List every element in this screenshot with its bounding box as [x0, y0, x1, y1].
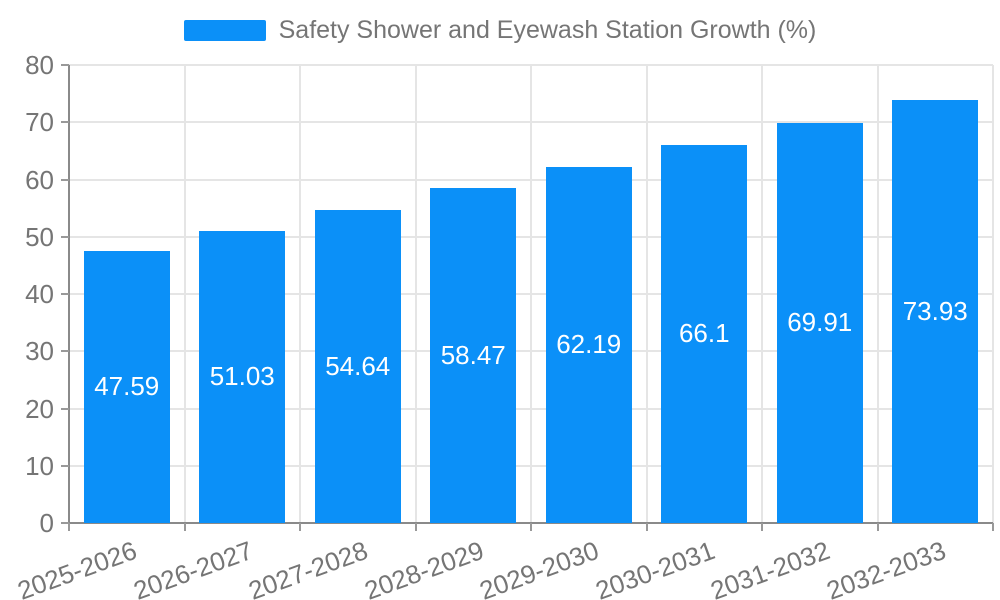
v-gridline — [530, 65, 532, 523]
bar-value-label: 58.47 — [440, 340, 506, 371]
v-gridline — [299, 65, 301, 523]
y-axis-tick — [61, 350, 69, 353]
y-axis-tick — [61, 464, 69, 467]
x-axis-label: 2026-2027 — [129, 535, 257, 600]
bar-value-label: 66.1 — [678, 318, 730, 349]
y-axis-line — [68, 65, 70, 531]
y-axis-label: 70 — [25, 107, 54, 138]
y-axis-tick — [61, 293, 69, 295]
x-axis-tick — [414, 523, 417, 531]
x-axis-tick — [645, 523, 648, 531]
legend-swatch — [183, 19, 266, 41]
bar[interactable]: 66.1 — [661, 144, 748, 523]
bar-value-label: 62.19 — [556, 329, 622, 360]
x-axis-label: 2028-2029 — [360, 535, 488, 600]
y-axis-label: 60 — [25, 164, 54, 195]
bar[interactable]: 73.93 — [892, 99, 979, 523]
v-gridline — [645, 65, 648, 523]
y-axis-label: 0 — [39, 508, 54, 538]
bar[interactable]: 69.91 — [776, 122, 863, 523]
x-axis-tick — [183, 523, 186, 531]
x-axis-label: 2025-2026 — [13, 535, 142, 600]
x-axis-label: 2032-2033 — [822, 535, 950, 600]
legend[interactable]: Safety Shower and Eyewash Station Growth… — [0, 15, 1000, 45]
x-axis-tick — [761, 523, 763, 531]
x-axis-tick — [876, 523, 879, 531]
y-axis-tick — [61, 121, 69, 124]
x-axis-label: 2030-2031 — [591, 535, 719, 600]
y-axis-label: 20 — [25, 393, 54, 424]
v-gridline — [992, 65, 994, 523]
legend-label: Safety Shower and Eyewash Station Growth… — [278, 15, 817, 44]
y-axis-label: 30 — [25, 336, 54, 367]
y-axis-label: 80 — [25, 50, 54, 80]
y-axis-label: 10 — [25, 450, 54, 481]
x-axis-tick — [992, 523, 994, 531]
bar-value-label: 69.91 — [787, 307, 853, 338]
y-axis-tick — [61, 64, 69, 66]
bar[interactable]: 47.59 — [83, 250, 170, 523]
x-axis-tick — [68, 523, 70, 531]
y-axis-tick — [61, 407, 69, 410]
y-axis-tick — [61, 178, 69, 181]
y-axis-label: 40 — [25, 279, 54, 309]
v-gridline — [876, 65, 879, 523]
x-axis-tick — [530, 523, 532, 531]
bar-value-label: 54.64 — [325, 351, 391, 382]
bar[interactable]: 51.03 — [199, 230, 286, 523]
y-axis-tick — [61, 522, 69, 524]
x-axis-label: 2029-2030 — [475, 535, 604, 600]
y-axis-label: 50 — [25, 221, 54, 252]
v-gridline — [183, 65, 186, 523]
bar-value-label: 73.93 — [902, 295, 968, 326]
bar[interactable]: 54.64 — [314, 210, 401, 523]
bar[interactable]: 58.47 — [430, 188, 517, 523]
x-axis-line — [61, 522, 993, 524]
x-axis-label: 2031-2032 — [706, 535, 835, 600]
x-axis-label: 2027-2028 — [244, 535, 373, 600]
y-axis-tick — [61, 235, 69, 238]
x-axis-tick — [299, 523, 301, 531]
bar-value-label: 51.03 — [209, 361, 275, 392]
bar[interactable]: 62.19 — [545, 166, 632, 523]
bar-value-label: 47.59 — [94, 371, 160, 402]
v-gridline — [414, 65, 417, 523]
v-gridline — [761, 65, 763, 523]
